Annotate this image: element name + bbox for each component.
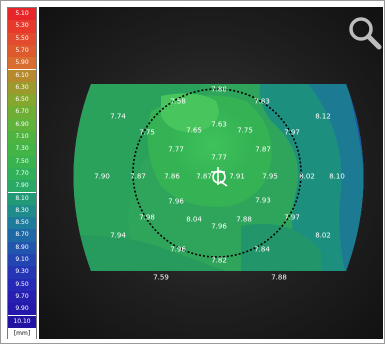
color-scale-legend: 5.10 5.30 5.50 5.70 5.90 6.10 6.30 6.50 6.70 6.90… (7, 7, 37, 339)
scale-entry: 8.90 (8, 241, 36, 254)
scale-entry: 9.30 (8, 266, 36, 279)
scale-entry: 10.10 (8, 315, 36, 328)
topography-map[interactable]: 7.80 7.58 7.83 7.74 8.12 7.63 7.75 7.65 7.75 7.97… (39, 7, 383, 339)
scale-entry: 9.70 (8, 290, 36, 304)
scale-entry: 6.30 (8, 81, 36, 95)
scale-entry: 5.30 (8, 20, 36, 33)
scale-entry: 7.50 (8, 155, 36, 168)
map-color-regions (73, 84, 364, 271)
scale-entry: 6.50 (8, 94, 36, 107)
scale-entry: 5.10 (8, 8, 36, 21)
map-value-labels: 7.80 7.58 7.83 7.74 8.12 7.63 7.75 7.65 7.75 7.97… (94, 86, 345, 282)
magnifier-icon[interactable] (347, 15, 383, 51)
map-value: 7.83 (254, 98, 270, 106)
map-value: 7.86 (164, 173, 180, 181)
region-bottom-right (241, 223, 321, 271)
scale-entry: 6.70 (8, 106, 36, 119)
map-value: 7.87 (130, 173, 146, 181)
map-value: 7.65 (186, 127, 202, 135)
scale-entry: 7.10 (8, 131, 36, 144)
scale-entry: 8.30 (8, 204, 36, 218)
map-value: 8.02 (299, 173, 315, 181)
scale-entry: 9.10 (8, 254, 36, 267)
map-value: 7.74 (110, 113, 126, 121)
map-value: 7.96 (170, 246, 186, 254)
map-value: 7.59 (153, 274, 169, 282)
map-value: 8.10 (329, 173, 345, 181)
map-value: 7.93 (255, 197, 271, 205)
map-value: 7.96 (211, 223, 227, 231)
map-value: 8.12 (315, 113, 331, 121)
scale-entry: 7.70 (8, 167, 36, 181)
scale-entry: 8.50 (8, 217, 36, 230)
scale-entry: 8.70 (8, 229, 36, 242)
scale-entry: 6.90 (8, 118, 36, 131)
map-value: 7.96 (168, 198, 184, 206)
map-value: 7.58 (170, 98, 186, 106)
map-value: 7.91 (229, 173, 245, 181)
scale-entry: 5.50 (8, 32, 36, 45)
map-value: 7.88 (236, 216, 252, 224)
map-value: 8.04 (186, 216, 202, 224)
map-value: 7.84 (254, 246, 270, 254)
map-value: 7.63 (211, 121, 227, 129)
region-right-blue (306, 84, 364, 271)
region-bottom-left (73, 235, 241, 271)
topography-map-svg: 7.80 7.58 7.83 7.74 8.12 7.63 7.75 7.65 7.75 7.97… (73, 84, 364, 282)
map-value: 7.97 (284, 129, 300, 137)
scale-entry: 8.10 (8, 192, 36, 205)
map-value: 7.80 (211, 86, 227, 94)
map-value: 7.82 (211, 257, 227, 265)
scale-entry: 9.50 (8, 278, 36, 291)
map-value: 8.02 (315, 232, 331, 240)
map-value: 7.77 (211, 154, 227, 162)
scale-entry: 9.90 (8, 303, 36, 316)
scale-entry: 5.70 (8, 44, 36, 58)
map-value: 7.87 (196, 173, 212, 181)
map-value: 7.75 (237, 127, 253, 135)
zone-circle (132, 88, 302, 258)
map-value: 7.75 (139, 129, 155, 137)
map-value: 7.90 (94, 173, 110, 181)
map-value: 7.94 (110, 232, 126, 240)
scale-entry: 6.10 (8, 69, 36, 82)
map-value: 7.87 (255, 146, 271, 154)
scale-entry: 5.90 (8, 57, 36, 70)
scale-entry: 7.90 (8, 180, 36, 193)
map-value: 7.95 (262, 173, 278, 181)
map-value: 7.88 (271, 274, 287, 282)
map-value: 7.77 (168, 146, 184, 154)
scale-unit-label: [mm] (8, 327, 36, 339)
map-value: 7.98 (139, 214, 155, 222)
region-upper-light (161, 93, 219, 132)
map-value: 7.97 (284, 214, 300, 222)
scale-entry: 7.30 (8, 143, 36, 156)
pupil-center-icon (211, 167, 228, 187)
